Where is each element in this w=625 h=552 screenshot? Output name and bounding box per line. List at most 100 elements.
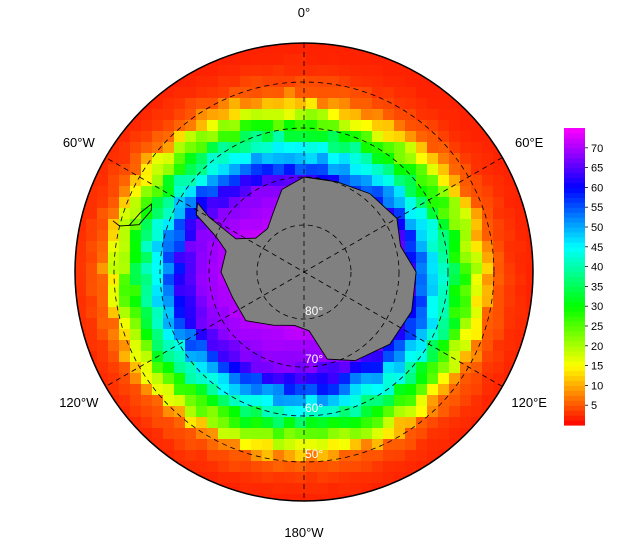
heatmap-cell (482, 263, 494, 275)
heatmap-cell (361, 406, 373, 418)
heatmap-cell (339, 175, 351, 187)
heatmap-cell (97, 274, 109, 286)
heatmap-cell (295, 98, 307, 110)
heatmap-cell (75, 252, 76, 264)
heatmap-cell (207, 417, 219, 429)
heatmap-cell (471, 395, 483, 407)
colorbar-tick-label: 25 (591, 321, 603, 333)
heatmap-cell (339, 417, 351, 429)
colorbar-segment (564, 227, 585, 233)
heatmap-cell (141, 318, 153, 330)
heatmap-cell (515, 274, 527, 286)
heatmap-cell (394, 131, 406, 143)
colorbar-tick-label: 50 (591, 222, 603, 234)
heatmap-cell (438, 428, 450, 440)
heatmap-cell (460, 98, 472, 110)
heatmap-cell (394, 428, 406, 440)
heatmap-cell (196, 395, 208, 407)
heatmap-cell (482, 384, 494, 396)
heatmap-cell (372, 461, 384, 473)
heatmap-cell (515, 230, 527, 242)
heatmap-cell (218, 384, 230, 396)
heatmap-cell (526, 296, 533, 308)
heatmap-cell (130, 164, 142, 176)
heatmap-cell (141, 274, 153, 286)
heatmap-cell (141, 109, 153, 121)
heatmap-cell (108, 197, 120, 209)
heatmap-cell (218, 472, 230, 484)
colorbar-segment (564, 167, 585, 174)
heatmap-cell (185, 318, 197, 330)
heatmap-cell (416, 318, 428, 330)
heatmap-cell (493, 318, 505, 330)
heatmap-cell (229, 483, 241, 495)
heatmap-cell (361, 186, 373, 198)
heatmap-cell (361, 153, 373, 165)
heatmap-cell (240, 175, 252, 187)
heatmap-cell (130, 296, 142, 308)
heatmap-cell (196, 164, 208, 176)
heatmap-cell (372, 373, 384, 385)
heatmap-cell (152, 329, 164, 341)
heatmap-cell (284, 461, 296, 473)
heatmap-cell (196, 483, 208, 495)
heatmap-cell (119, 384, 131, 396)
colorbar-segment (564, 390, 585, 396)
heatmap-cell (185, 439, 197, 451)
heatmap-cell (119, 164, 131, 176)
heatmap-cell (141, 373, 153, 385)
colorbar-segment (564, 335, 585, 342)
colorbar-segment (564, 301, 585, 307)
colorbar-tick-label: 60 (591, 182, 603, 194)
heatmap-cell (174, 186, 186, 198)
heatmap-cell (218, 461, 230, 473)
heatmap-cell (163, 197, 175, 209)
heatmap-cell (119, 318, 131, 330)
heatmap-cell (262, 54, 274, 66)
heatmap-cell (482, 142, 494, 154)
heatmap-cell (372, 109, 384, 121)
heatmap-cell (97, 329, 109, 341)
heatmap-cell (174, 428, 186, 440)
heatmap-cell (141, 340, 153, 352)
heatmap-cell (240, 76, 252, 88)
heatmap-cell (350, 153, 362, 165)
heatmap-cell (372, 142, 384, 154)
heatmap-cell (163, 219, 175, 231)
heatmap-cell (449, 340, 461, 352)
heatmap-cell (361, 483, 373, 495)
heatmap-cell (119, 109, 131, 121)
heatmap-cell (471, 164, 483, 176)
heatmap-cell (207, 362, 219, 374)
heatmap-cell (504, 362, 516, 374)
heatmap-cell (328, 439, 340, 451)
heatmap-cell (383, 65, 395, 77)
heatmap-cell (306, 505, 318, 517)
heatmap-cell (141, 263, 153, 275)
heatmap-cell (482, 395, 494, 407)
heatmap-cell (526, 263, 533, 275)
heatmap-cell (207, 439, 219, 451)
heatmap-cell (218, 406, 230, 418)
heatmap-cell (383, 450, 395, 462)
heatmap-cell (339, 164, 351, 176)
colorbar-segment (564, 370, 585, 377)
heatmap-cell (108, 131, 120, 143)
heatmap-cell (119, 186, 131, 198)
heatmap-cell (185, 241, 197, 253)
heatmap-cell (427, 351, 439, 363)
heatmap-cell (185, 406, 197, 418)
heatmap-cell (207, 285, 219, 297)
heatmap-cell (196, 417, 208, 429)
heatmap-cell (438, 439, 450, 451)
heatmap-cell (372, 406, 384, 418)
heatmap-cell (86, 164, 98, 176)
heatmap-cell (163, 164, 175, 176)
heatmap-cell (75, 296, 87, 308)
heatmap-cell (174, 450, 186, 462)
heatmap-cell (372, 450, 384, 462)
heatmap-cell (284, 43, 296, 55)
heatmap-cell (350, 472, 362, 484)
heatmap-cell (284, 109, 296, 121)
heatmap-cell (284, 406, 296, 418)
